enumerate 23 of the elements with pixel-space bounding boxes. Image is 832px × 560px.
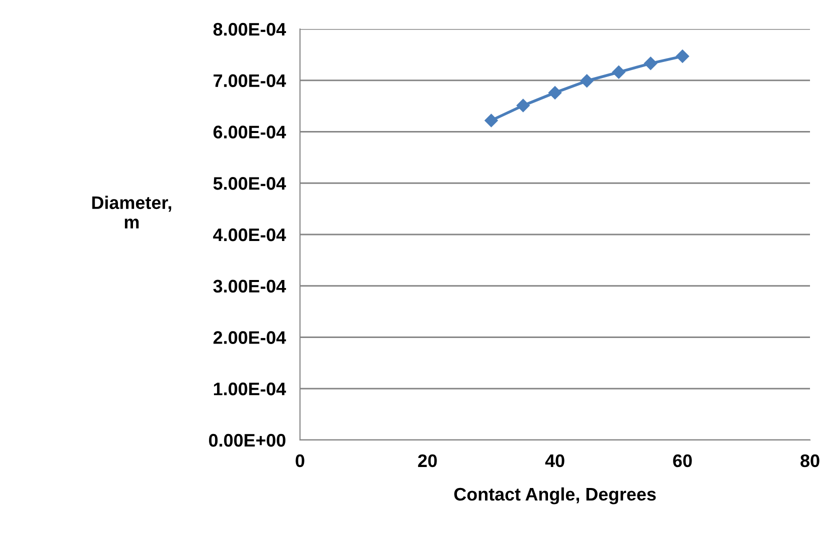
- x-tick-label: 60: [673, 454, 692, 468]
- point: [676, 50, 690, 63]
- x-tick-label: 20: [418, 454, 437, 468]
- point: [548, 86, 562, 100]
- y-tick-label: 2.00E-04: [213, 331, 286, 344]
- y-tick-label: 0.00E+00: [209, 434, 286, 447]
- y-tick-label: 1.00E-04: [214, 382, 286, 396]
- point: [484, 114, 498, 128]
- point: [612, 66, 626, 79]
- point: [580, 74, 594, 88]
- x-tick-label: 80: [800, 454, 820, 468]
- y-tick-label: 7.00E-04: [214, 74, 286, 88]
- x-axis-title: Contact Angle, Degrees: [454, 487, 656, 504]
- y-tick-label: 6.00E-04: [213, 126, 286, 138]
- point: [644, 56, 658, 70]
- point: [516, 98, 530, 112]
- y-tick-label: 4.00E-04: [213, 228, 286, 242]
- y-tick-label: 5.00E-04: [213, 177, 286, 190]
- y-axis-title: Diameter, m: [92, 196, 172, 228]
- x-tick-label: 40: [545, 454, 564, 468]
- y-tick-label: 8.00E-04: [213, 22, 286, 36]
- x-tick-label: 0: [296, 454, 304, 468]
- y-tick-label: 3.00E-04: [213, 280, 286, 293]
